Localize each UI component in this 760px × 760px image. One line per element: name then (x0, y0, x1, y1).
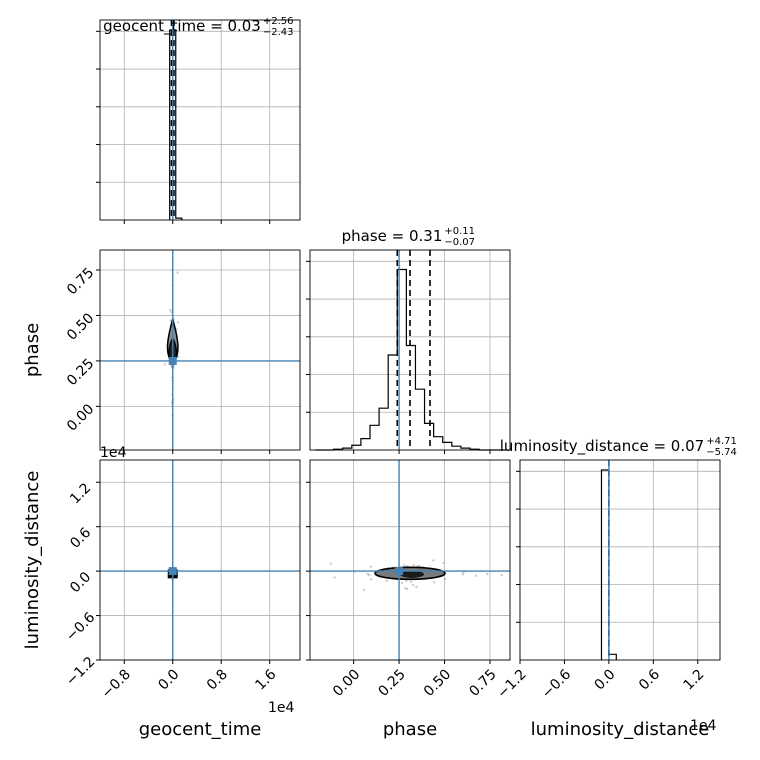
x-tick-label: 1.2 (680, 666, 707, 693)
sample-point (433, 581, 436, 584)
sample-point (475, 574, 478, 577)
panel-geocent_time-vs-phase (100, 250, 300, 450)
sample-point (412, 564, 416, 567)
title-lower-error: −2.43 (263, 27, 294, 38)
x-tick-label: −0.8 (99, 666, 134, 701)
truth-marker (168, 356, 177, 365)
sample-point (500, 573, 503, 577)
sample-point (461, 573, 465, 576)
y-offset-label-luminosity-distance: 1e4 (100, 445, 127, 461)
panel-frame (99, 249, 301, 451)
data-layer (100, 20, 617, 660)
sample-point (385, 579, 388, 583)
truth-marker (168, 567, 177, 576)
panel-geocent_time-vs-luminosity_distance (100, 460, 300, 660)
title-main: luminosity_distance = 0.07 (500, 437, 704, 456)
sample-point (405, 587, 409, 591)
panel-phase-vs-luminosity_distance (310, 460, 510, 660)
text-layer: −0.8 0.0 0.8 1.6 0.00 0.25 0.50 0.75−1.2 −0.6 0.0… (22, 16, 737, 740)
panel-title-geocent_time: geocent_time = 0.03 +2.56−2.43 (103, 16, 293, 38)
x-tick-label: 0.00 (330, 666, 363, 699)
title-upper-error: +4.71 (706, 436, 737, 447)
panel-frame (519, 459, 721, 661)
x-tick-label: 0.0 (592, 666, 619, 693)
y-tick-label: 0.75 (64, 265, 97, 298)
sample-point (163, 363, 167, 366)
sample-point (169, 308, 172, 312)
title-main: phase = 0.31 (342, 227, 443, 245)
y-tick-label: 0.50 (64, 310, 97, 343)
x-tick-label: 0.0 (155, 666, 182, 693)
panel-frame (99, 459, 301, 661)
sample-point (403, 564, 406, 567)
sample-point (369, 578, 373, 581)
sample-point (333, 576, 336, 579)
sample-point (485, 572, 489, 576)
sample-point (400, 581, 404, 585)
y-tick-label: 1.2 (67, 480, 94, 507)
x-offset-label-geocent-time: 1e4 (268, 700, 295, 716)
sample-point (170, 310, 173, 314)
y-tick-label: 0.0 (67, 569, 94, 596)
sample-point (443, 577, 447, 581)
x-tick-label: 1.6 (252, 666, 279, 693)
y-tick-label: −0.6 (63, 609, 98, 644)
sample-point (176, 321, 180, 324)
y-tick-label: 0.6 (67, 525, 94, 552)
histogram-geocent_time (169, 29, 183, 220)
sample-point (409, 580, 413, 584)
title-upper-error: +0.11 (444, 226, 475, 237)
sample-point (368, 573, 371, 577)
y-axis-label: luminosity_distance (22, 471, 43, 650)
sample-point (431, 559, 435, 562)
panel-title-luminosity_distance: luminosity_distance = 0.07 +4.71−5.74 (500, 436, 737, 458)
contour-inner (400, 570, 424, 578)
histogram-phase (315, 268, 507, 451)
x-tick-label: −0.6 (539, 666, 574, 701)
sample-point (442, 561, 445, 565)
sample-point (362, 588, 366, 592)
y-axis-label: phase (22, 323, 43, 377)
title-lower-error: −5.74 (706, 447, 737, 458)
panel-frame (309, 249, 511, 451)
title-main: geocent_time = 0.03 (103, 17, 261, 36)
x-tick-label: 0.50 (421, 666, 454, 699)
frame-layer (96, 19, 721, 664)
sample-point (411, 584, 415, 587)
panel-frame (309, 459, 511, 661)
x-tick-label: 0.25 (375, 666, 408, 699)
panel-frame (99, 19, 301, 221)
x-axis-label: luminosity_distance (531, 719, 710, 740)
title-lower-error: −0.07 (444, 237, 475, 248)
sample-point (329, 562, 333, 565)
y-tick-label: 0.00 (64, 401, 97, 434)
x-tick-label: 0.8 (204, 666, 231, 693)
y-tick-label: −1.2 (63, 654, 98, 689)
x-offset-label-luminosity-distance: 1e4 (690, 718, 717, 734)
y-tick-label: 0.25 (64, 356, 97, 389)
sample-point (415, 585, 418, 589)
sample-point (369, 565, 373, 568)
title-upper-error: +2.56 (263, 16, 294, 27)
x-tick-label: 0.6 (636, 666, 663, 693)
x-axis-label: geocent_time (139, 719, 262, 740)
x-axis-label: phase (383, 719, 437, 740)
sample-point (176, 271, 179, 274)
x-tick-label: 0.75 (466, 666, 499, 699)
x-tick-label: −1.2 (494, 666, 529, 701)
panel-title-phase: phase = 0.31 +0.11−0.07 (342, 226, 475, 248)
truth-marker (395, 567, 404, 576)
